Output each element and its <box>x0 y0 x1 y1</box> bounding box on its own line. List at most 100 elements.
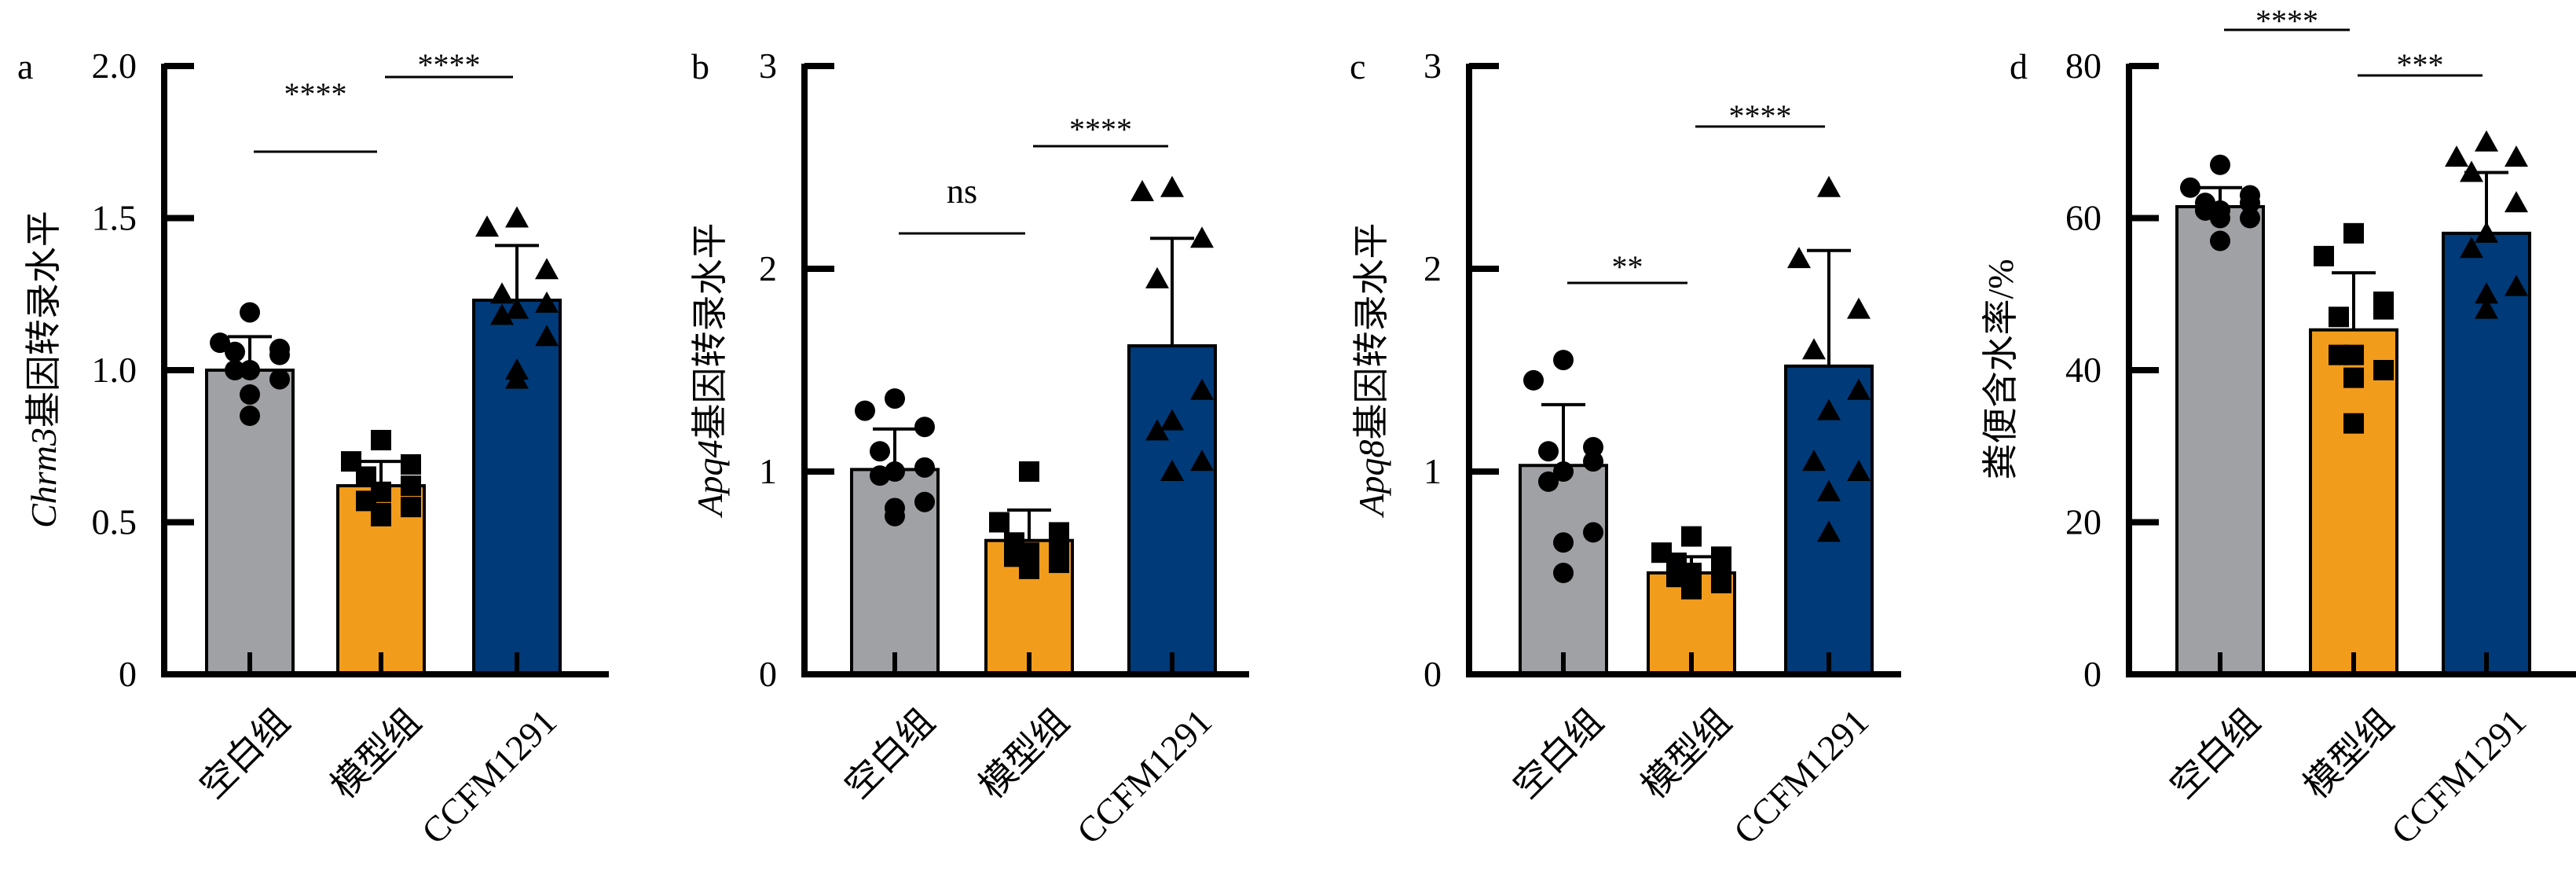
data-point <box>2505 274 2528 296</box>
data-point <box>2343 222 2364 244</box>
x-tick-label: CCFM1291 <box>2384 701 2534 852</box>
significance-label: ns <box>947 172 977 211</box>
y-tick-label: 1 <box>759 451 777 491</box>
data-point <box>885 388 905 409</box>
data-point <box>1681 578 1702 600</box>
data-point <box>401 497 421 518</box>
data-point <box>1817 479 1841 501</box>
y-axis-label-italic: Apq8 <box>1351 439 1391 518</box>
data-point <box>1802 450 1826 472</box>
y-axis-label-text: 基因转录水平 <box>690 222 730 439</box>
y-tick-label: 3 <box>1424 46 1442 86</box>
data-point <box>1160 460 1184 481</box>
panel-label: b <box>691 46 709 86</box>
bar-0 <box>2175 204 2265 676</box>
data-point <box>2240 193 2260 214</box>
data-point <box>505 206 529 228</box>
x-tick-label: 模型组 <box>2296 701 2402 806</box>
data-point <box>2210 230 2230 251</box>
x-tick-label: 模型组 <box>1634 701 1739 806</box>
data-point <box>371 505 391 527</box>
data-point <box>1130 179 1154 201</box>
data-point <box>505 367 529 389</box>
y-tick-label: 2.0 <box>92 46 137 86</box>
y-axis-label-text: 粪便含水率/% <box>1981 259 2021 479</box>
data-point <box>535 258 559 280</box>
y-tick-label: 20 <box>2065 502 2101 542</box>
x-tick-label: CCFM1291 <box>1726 701 1877 852</box>
data-point <box>1802 338 1826 360</box>
y-tick-label: 60 <box>2065 198 2101 238</box>
data-point <box>1847 460 1871 481</box>
y-tick-label: 1 <box>1424 451 1442 491</box>
data-point <box>1817 520 1841 542</box>
data-point <box>2505 191 2528 213</box>
data-point <box>535 291 559 313</box>
data-point <box>2475 282 2498 304</box>
data-point <box>505 297 529 319</box>
x-tick-label: 空白组 <box>192 701 298 806</box>
data-point <box>371 430 391 451</box>
data-point <box>2343 367 2364 388</box>
y-tick-label: 2 <box>759 248 777 288</box>
data-point <box>240 302 260 323</box>
data-point <box>989 512 1010 533</box>
data-point <box>490 303 514 325</box>
data-point <box>401 475 421 497</box>
data-point <box>1711 572 1731 593</box>
data-point <box>1787 247 1811 269</box>
data-point <box>870 441 890 462</box>
data-point <box>2210 154 2230 175</box>
significance-label: **** <box>1729 98 1792 134</box>
y-axis-label-italic: Chrm3 <box>24 428 64 528</box>
y-axis-label: Apq4基因转录水平 <box>690 222 730 518</box>
data-point <box>855 400 875 421</box>
data-point <box>1160 409 1184 431</box>
y-axis-label: 粪便含水率/% <box>1981 259 2021 479</box>
y-axis-label-text: 基因转录水平 <box>24 211 64 428</box>
data-point <box>2210 207 2230 229</box>
bar-2 <box>472 298 562 676</box>
y-axis-label: Apq8基因转录水平 <box>1351 222 1391 518</box>
x-tick-label: CCFM1291 <box>1069 701 1220 852</box>
data-point <box>1523 369 1544 391</box>
data-point <box>475 215 499 237</box>
data-point <box>885 505 905 527</box>
data-point <box>1817 175 1841 197</box>
x-tick-label: CCFM1291 <box>414 701 565 852</box>
y-tick-label: 0 <box>119 654 137 694</box>
panel-label: a <box>17 46 33 86</box>
x-tick-label: 空白组 <box>837 701 943 806</box>
data-point <box>2445 145 2468 167</box>
y-tick-label: 0 <box>2083 654 2101 694</box>
data-point <box>1583 437 1603 458</box>
data-point <box>225 341 245 362</box>
significance-label: **** <box>418 47 481 83</box>
data-point <box>2314 245 2334 266</box>
data-point <box>1145 419 1169 441</box>
y-tick-label: 40 <box>2065 350 2101 390</box>
significance-label: *** <box>2397 47 2444 83</box>
data-point <box>1553 461 1574 482</box>
y-tick-label: 0 <box>759 654 777 694</box>
data-point <box>1553 563 1574 583</box>
panel-label: c <box>1350 46 1365 86</box>
y-tick-label: 2 <box>1424 248 1442 288</box>
data-point <box>1190 226 1214 248</box>
data-point <box>1160 175 1184 197</box>
significance-label: ** <box>1612 249 1643 284</box>
data-point <box>2460 160 2483 182</box>
x-tick-label: 空白组 <box>1506 701 1611 806</box>
data-point <box>240 406 260 427</box>
data-point <box>1190 450 1214 472</box>
data-point <box>1538 441 1559 462</box>
data-point <box>240 384 260 405</box>
data-point <box>2373 299 2394 320</box>
data-point <box>240 360 260 380</box>
y-tick-label: 1.5 <box>92 198 137 238</box>
y-tick-label: 0.5 <box>92 502 137 542</box>
data-point <box>1847 297 1871 319</box>
data-point <box>1681 526 1702 547</box>
